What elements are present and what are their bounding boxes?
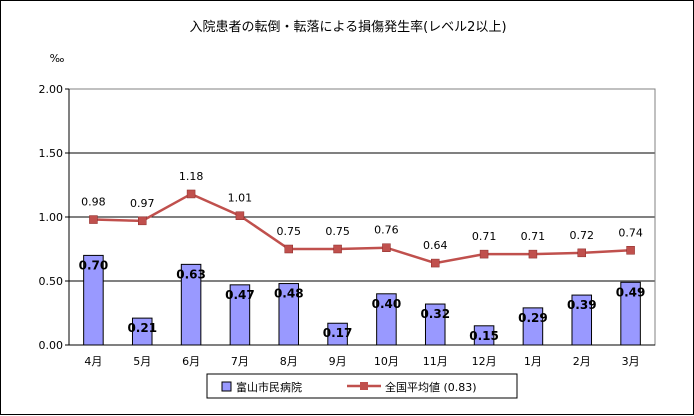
x-tick-label: 8月 [280,355,298,368]
bar [180,263,202,346]
line-data-label: 0.75 [277,225,302,238]
x-tick-label: 10月 [374,355,399,368]
bar-data-label: 0.17 [323,326,353,340]
x-tick-label: 6月 [182,355,200,368]
bar [571,294,593,346]
bar-data-label: 0.49 [616,285,646,299]
legend-label-line: 全国平均値 (0.83) [385,380,477,394]
x-tick-label: 1月 [524,355,542,368]
line-data-label: 0.71 [472,230,497,243]
x-tick-label: 12月 [472,355,497,368]
line-data-label: 0.76 [374,224,399,237]
line-data-label: 0.71 [521,230,546,243]
line-point [186,189,196,199]
line-point [626,246,635,255]
y-tick-label: 0.00 [39,339,64,352]
grid-lines [65,88,656,346]
bar-data-label: 0.48 [274,287,304,301]
line-point [479,249,489,259]
bar-data-label: 0.63 [176,267,206,281]
bar-data-label: 0.32 [420,307,450,321]
chart-title: 入院患者の転倒・転落による損傷発生率(レベル2以上) [189,19,506,35]
x-tick-label: 11月 [423,355,448,368]
y-tick-label: 2.00 [39,83,64,96]
bar [376,293,397,346]
bar-data-label: 0.70 [79,258,109,272]
bar [473,325,495,346]
bar-data-label: 0.21 [127,321,157,335]
x-tick-labels: 4月 5月 6月 7月 8月 9月 10月 11月 12月 1月 2月 3月 [84,355,639,368]
line-data-label: 1.01 [228,192,253,205]
line-data-label: 1.18 [179,170,204,183]
line-data-label: 0.97 [130,197,155,210]
bar-data-label: 0.47 [225,288,255,302]
bar [131,317,153,346]
line-point [138,216,147,226]
line-data-label: 0.98 [81,196,106,209]
x-tick-label: 4月 [84,355,102,368]
x-tick-label: 3月 [622,355,640,368]
x-tick-label: 9月 [329,355,347,368]
line-data-label: 0.72 [570,229,595,242]
line-point [235,211,245,220]
y-tick-labels: 0.00 0.50 1.00 1.50 2.00 [39,83,64,352]
y-tick-label: 0.50 [39,275,64,288]
legend-swatch-bar [221,381,232,392]
x-tick-label: 2月 [573,355,591,368]
line-data-label: 0.75 [325,225,350,238]
y-unit-label: ‰ [50,52,65,65]
line-data-label: 0.64 [423,239,448,252]
bar-data-label: 0.29 [518,311,548,325]
line-data-label: 0.74 [618,226,643,239]
legend-label-bar: 富山市民病院 [236,380,302,394]
line-point [382,243,391,252]
bar [327,322,348,346]
legend: 富山市民病院 全国平均値 (0.83) [206,373,518,399]
line-point [431,258,440,268]
bar-series: 0.70 0.21 0.63 0.47 0.48 0.17 0.40 0.32 0.15 0.29… [79,254,646,346]
line-point [528,249,538,259]
line-point [284,244,293,254]
bar-data-label: 0.15 [469,329,499,343]
bar-data-label: 0.40 [372,297,402,311]
y-tick-label: 1.50 [39,147,64,160]
x-tick-label: 7月 [231,355,249,368]
bar [522,307,544,346]
line-series: 0.98 0.97 1.18 1.01 0.75 0.75 0.76 0.64 0.71 0.71… [81,170,643,268]
line-point [577,248,586,258]
bar [278,283,300,346]
x-tick-label: 5月 [133,355,151,368]
legend-swatch-marker [360,382,368,390]
line-point [333,244,342,254]
bar-data-label: 0.39 [567,298,597,312]
bar [83,254,104,346]
y-tick-label: 1.00 [39,211,64,224]
line-point [89,215,98,224]
bar [424,303,446,346]
line-path [93,192,631,265]
bar [620,281,641,346]
bar [229,284,251,346]
